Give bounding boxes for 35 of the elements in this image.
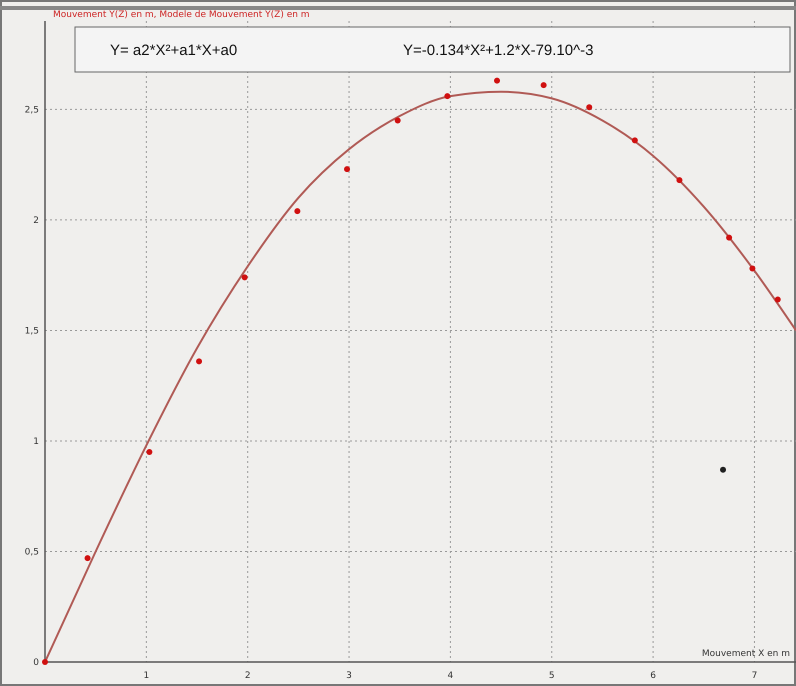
x-tick-label: 4 — [448, 671, 454, 681]
y-tick-label: 2 — [33, 216, 39, 226]
point — [494, 78, 500, 84]
x-tick-label: 7 — [752, 671, 758, 681]
point — [242, 274, 248, 280]
point — [540, 82, 547, 88]
point — [294, 208, 300, 214]
point — [394, 117, 401, 124]
y-tick-label: 0,5 — [24, 548, 39, 558]
point — [726, 234, 732, 241]
point — [632, 137, 638, 144]
point — [749, 266, 756, 272]
y-axis-title: Mouvement Y(Z) en m, Modele de Mouvement Y(Z) en m — [53, 10, 310, 20]
x-tick-label: 5 — [548, 671, 555, 681]
point — [720, 466, 726, 473]
x-tick-label: 1 — [143, 671, 150, 681]
point — [774, 296, 781, 303]
x-tick-label: 6 — [650, 671, 656, 681]
y-tick-label: 1,5 — [24, 326, 39, 337]
point — [196, 358, 202, 364]
point — [676, 177, 682, 184]
point — [146, 449, 152, 456]
point — [586, 104, 592, 110]
x-tick-label: 2 — [244, 671, 251, 681]
x-axis-title: Mouvement X en m — [702, 649, 790, 659]
point — [444, 93, 450, 100]
annotation: Y=-0.134*X²+1.2*X-79.10^-3 — [403, 42, 594, 59]
x-tick-label: 3 — [346, 671, 352, 681]
y-tick-label: 1 — [33, 437, 39, 448]
annotation: Y= a2*X²+a1*X+a0 — [110, 42, 238, 59]
point — [344, 166, 350, 172]
point — [84, 555, 91, 562]
point — [42, 659, 48, 665]
y-tick-label: 0 — [33, 658, 40, 668]
y-tick-label: 2,5 — [24, 106, 39, 116]
